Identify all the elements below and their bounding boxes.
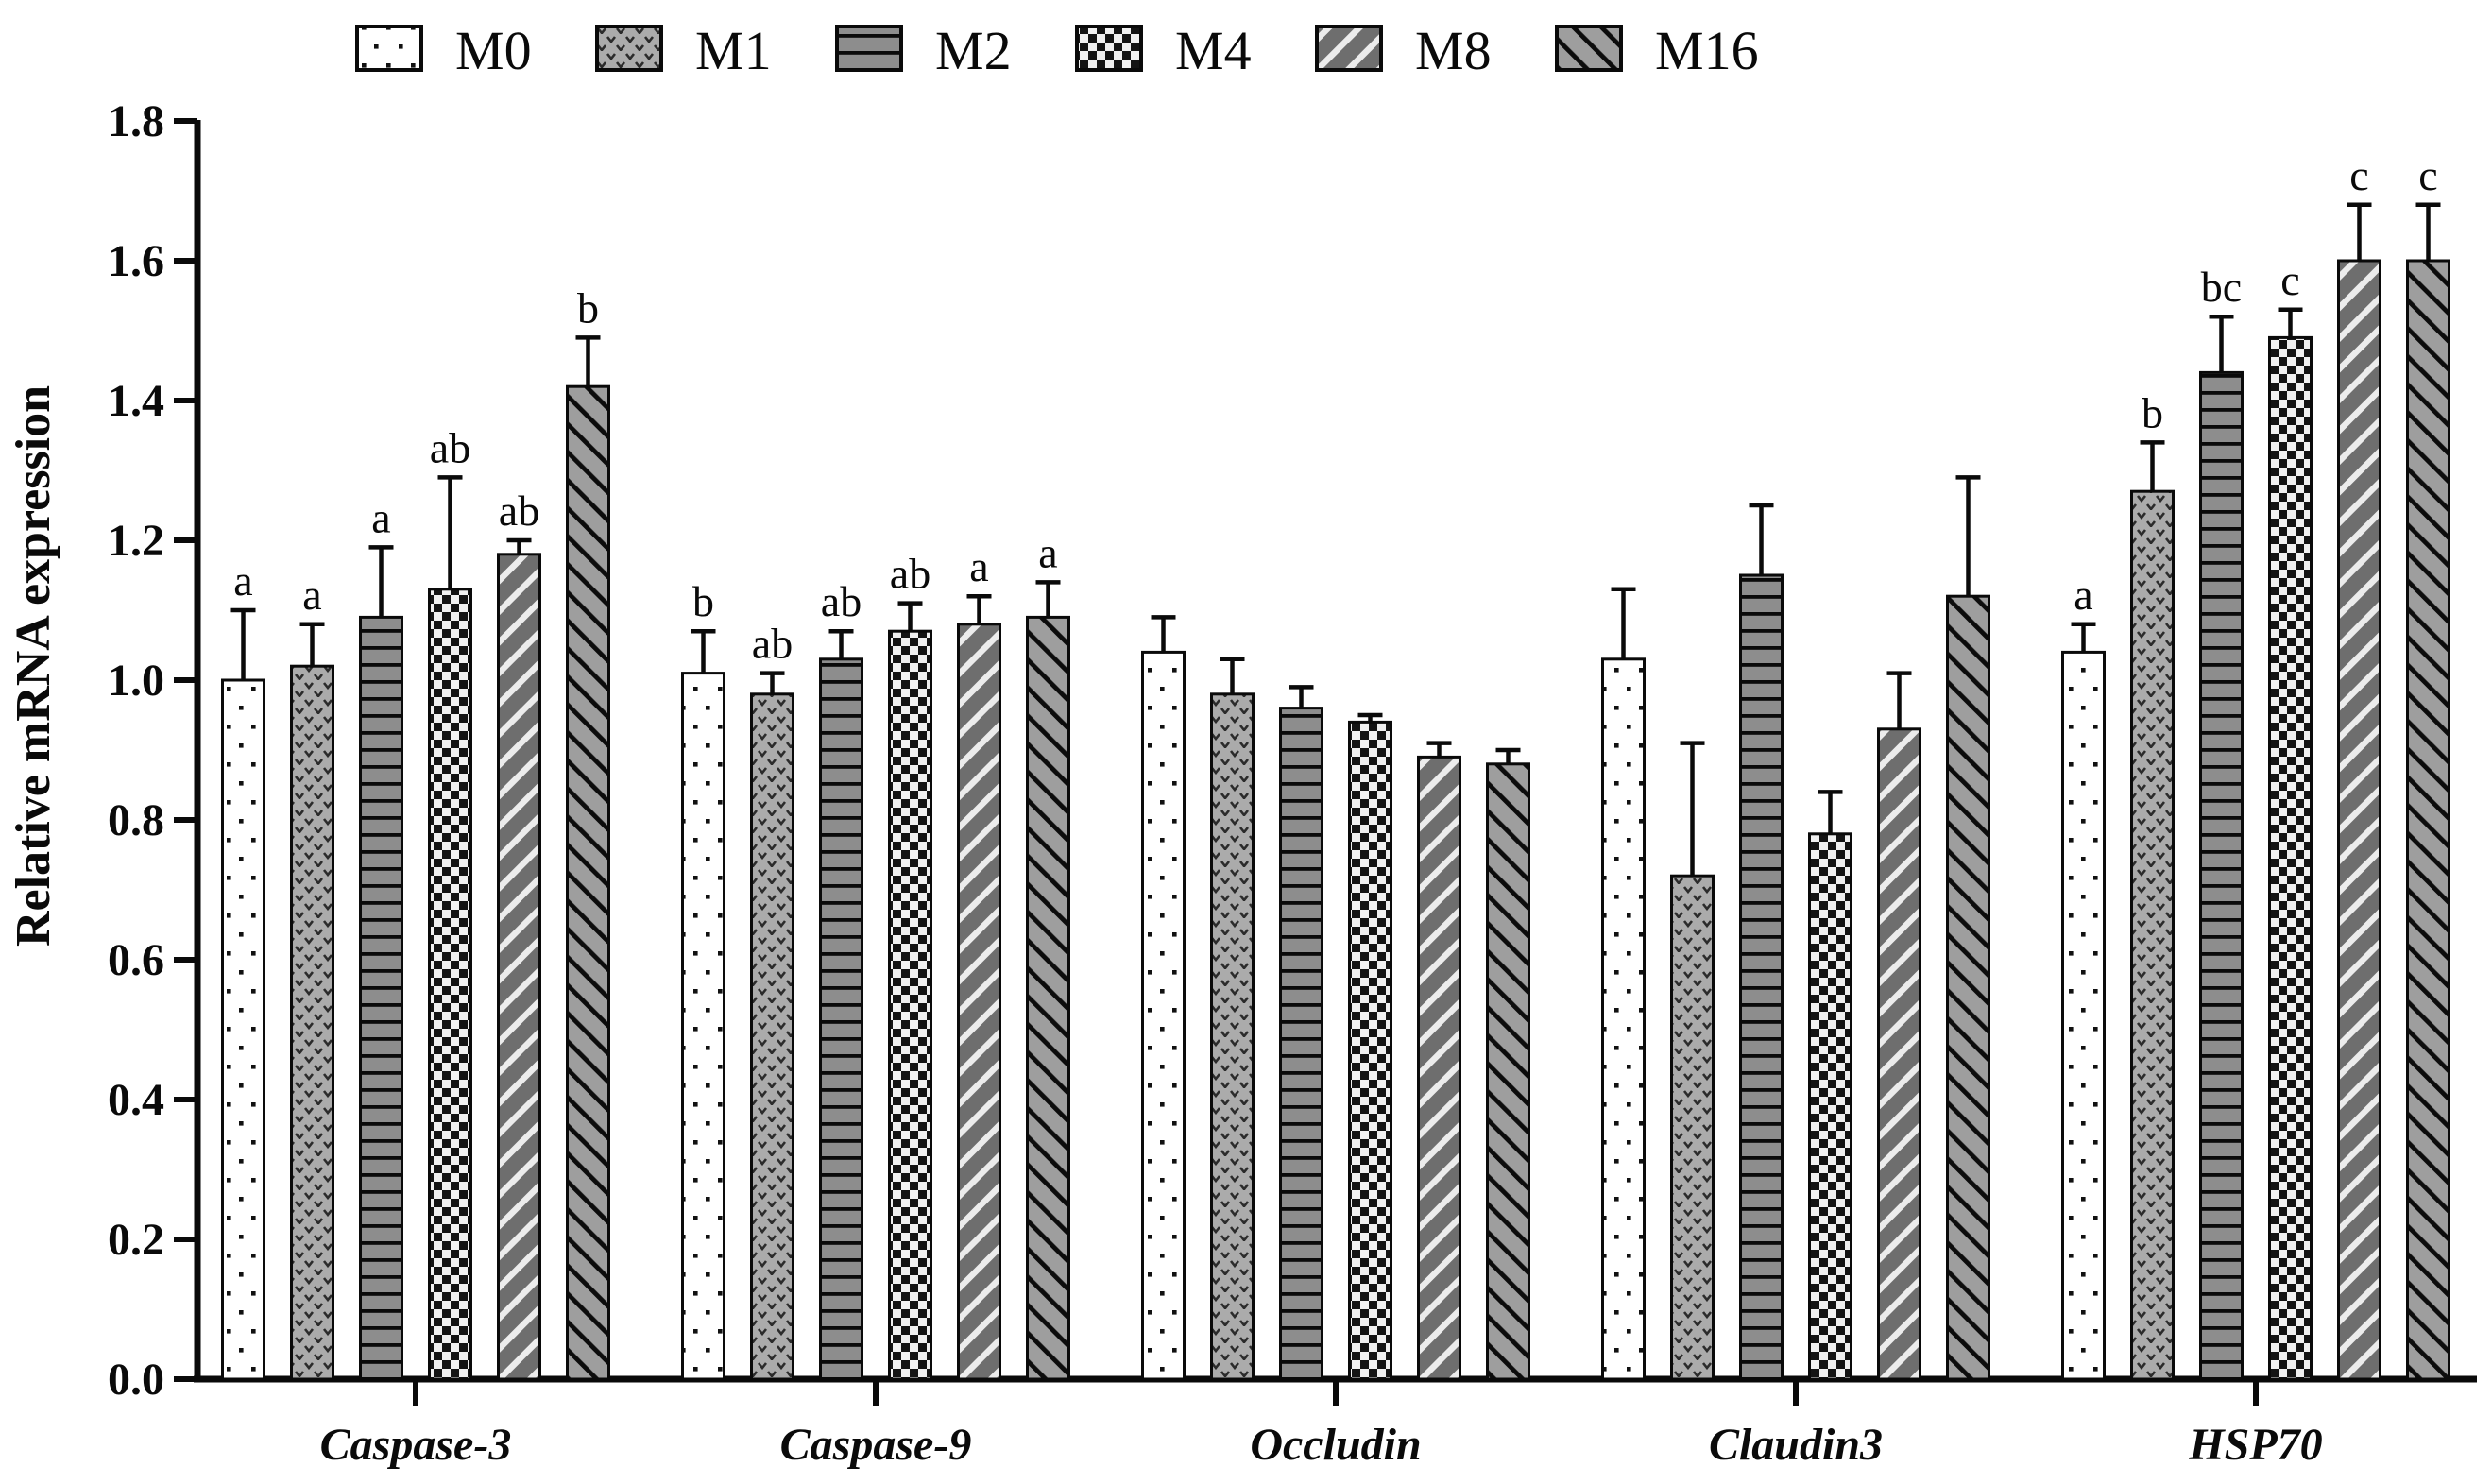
bar-caspase-3-m1: [290, 664, 334, 1381]
bar-caspase-3-m4: [428, 588, 472, 1381]
significance-letter-caspase-9-m2: ab: [821, 577, 862, 625]
significance-letter-caspase-3-m4: ab: [430, 423, 470, 471]
y-tick-label: 1.0: [108, 656, 164, 706]
significance-letter-hsp70-m4: c: [2280, 256, 2299, 304]
significance-letter-caspase-9-m4: ab: [890, 550, 930, 598]
bar-hsp70-m4: [2268, 335, 2313, 1381]
legend-item-m4: M4: [1075, 20, 1252, 81]
significance-letter-hsp70-m16: c: [2418, 151, 2437, 199]
y-tick-label: 0.2: [108, 1215, 164, 1265]
legend-swatch-hlines-pattern: [835, 25, 903, 72]
significance-letter-hsp70-m2: bc: [2201, 263, 2242, 311]
bar-claudin3-m1: [1670, 874, 1715, 1381]
legend-item-m16: M16: [1555, 20, 1759, 81]
legend-swatch-checker-pattern: [1075, 25, 1143, 72]
bar-claudin3-m8: [1877, 727, 1921, 1381]
y-tick-label: 1.6: [108, 236, 164, 286]
bar-caspase-9-m8: [957, 623, 1001, 1381]
legend-label: M4: [1175, 20, 1252, 81]
significance-letter-hsp70-m0: a: [2074, 571, 2092, 619]
significance-letter-hsp70-m8: c: [2349, 151, 2368, 199]
bar-caspase-9-m2: [819, 657, 863, 1381]
bar-occludin-m0: [1141, 650, 1186, 1381]
significance-letter-caspase-3-m2: a: [371, 493, 390, 541]
x-category-label-caspase-3: Caspase-3: [320, 1420, 512, 1470]
legend-item-m8: M8: [1315, 20, 1492, 81]
bar-claudin3-m4: [1808, 832, 1852, 1381]
x-category-label-hsp70: HSP70: [2188, 1420, 2322, 1470]
y-tick-label: 1.8: [108, 96, 164, 146]
bar-caspase-3-m0: [221, 678, 265, 1381]
bar-claudin3-m2: [1739, 573, 1784, 1381]
significance-letter-caspase-9-m0: b: [692, 577, 714, 625]
significance-letter-caspase-9-m8: a: [969, 542, 988, 590]
bar-claudin3-m0: [1601, 657, 1646, 1381]
legend-label: M2: [935, 20, 1012, 81]
bar-caspase-9-m16: [1026, 615, 1070, 1381]
bar-hsp70-m16: [2406, 259, 2450, 1381]
y-tick-label: 1.2: [108, 516, 164, 566]
bar-hsp70-m0: [2061, 650, 2106, 1381]
legend-label: M1: [695, 20, 772, 81]
y-tick-label: 0.6: [108, 935, 164, 985]
bar-occludin-m16: [1486, 762, 1530, 1381]
bar-caspase-3-m8: [497, 553, 541, 1381]
significance-letter-caspase-9-m16: a: [1038, 528, 1057, 576]
legend-swatch-diag-up-pattern: [1315, 25, 1383, 72]
significance-letter-caspase-9-m1: ab: [752, 620, 793, 668]
x-category-label-claudin3: Claudin3: [1709, 1420, 1883, 1470]
bar-hsp70-m1: [2130, 489, 2175, 1381]
y-tick-label: 0.0: [108, 1355, 164, 1405]
legend-item-m2: M2: [835, 20, 1012, 81]
bar-occludin-m8: [1417, 755, 1461, 1381]
significance-letter-caspase-3-m8: ab: [499, 486, 539, 535]
significance-letter-caspase-3-m1: a: [302, 571, 321, 619]
significance-letter-hsp70-m1: b: [2142, 388, 2163, 436]
significance-letter-caspase-3-m16: b: [577, 283, 599, 332]
bar-caspase-3-m16: [566, 384, 610, 1381]
bar-caspase-9-m4: [888, 629, 932, 1381]
bar-caspase-3-m2: [359, 615, 403, 1381]
bar-hsp70-m8: [2337, 259, 2381, 1381]
x-category-label-occludin: Occludin: [1250, 1420, 1421, 1470]
chart-legend: M0 M1 M2 M4 M8 M16: [355, 20, 1759, 81]
bar-occludin-m2: [1279, 707, 1323, 1381]
y-tick-label: 1.4: [108, 376, 164, 426]
bar-occludin-m4: [1348, 720, 1392, 1381]
legend-item-m1: M1: [595, 20, 772, 81]
legend-label: M0: [455, 20, 532, 81]
bar-occludin-m1: [1210, 692, 1255, 1381]
legend-item-m0: M0: [355, 20, 532, 81]
legend-swatch-diag-down-pattern: [1555, 25, 1623, 72]
legend-swatch-chevrons-pattern: [595, 25, 663, 72]
bar-caspase-9-m0: [681, 672, 725, 1381]
legend-label: M16: [1655, 20, 1759, 81]
y-tick-label: 0.4: [108, 1075, 164, 1125]
bar-claudin3-m16: [1946, 594, 1990, 1381]
y-axis-title: Relative mRNA expression: [7, 385, 60, 947]
bar-hsp70-m2: [2199, 370, 2244, 1381]
legend-label: M8: [1415, 20, 1492, 81]
x-category-labels: Caspase-3 Caspase-9 Occludin Claudin3 HSP70: [320, 1420, 2323, 1470]
x-category-label-caspase-9: Caspase-9: [780, 1420, 972, 1470]
legend-swatch-dots-pattern: [355, 25, 423, 72]
bar-caspase-9-m1: [750, 692, 794, 1381]
significance-letter-caspase-3-m0: a: [233, 556, 252, 605]
y-tick-label: 0.8: [108, 795, 164, 845]
